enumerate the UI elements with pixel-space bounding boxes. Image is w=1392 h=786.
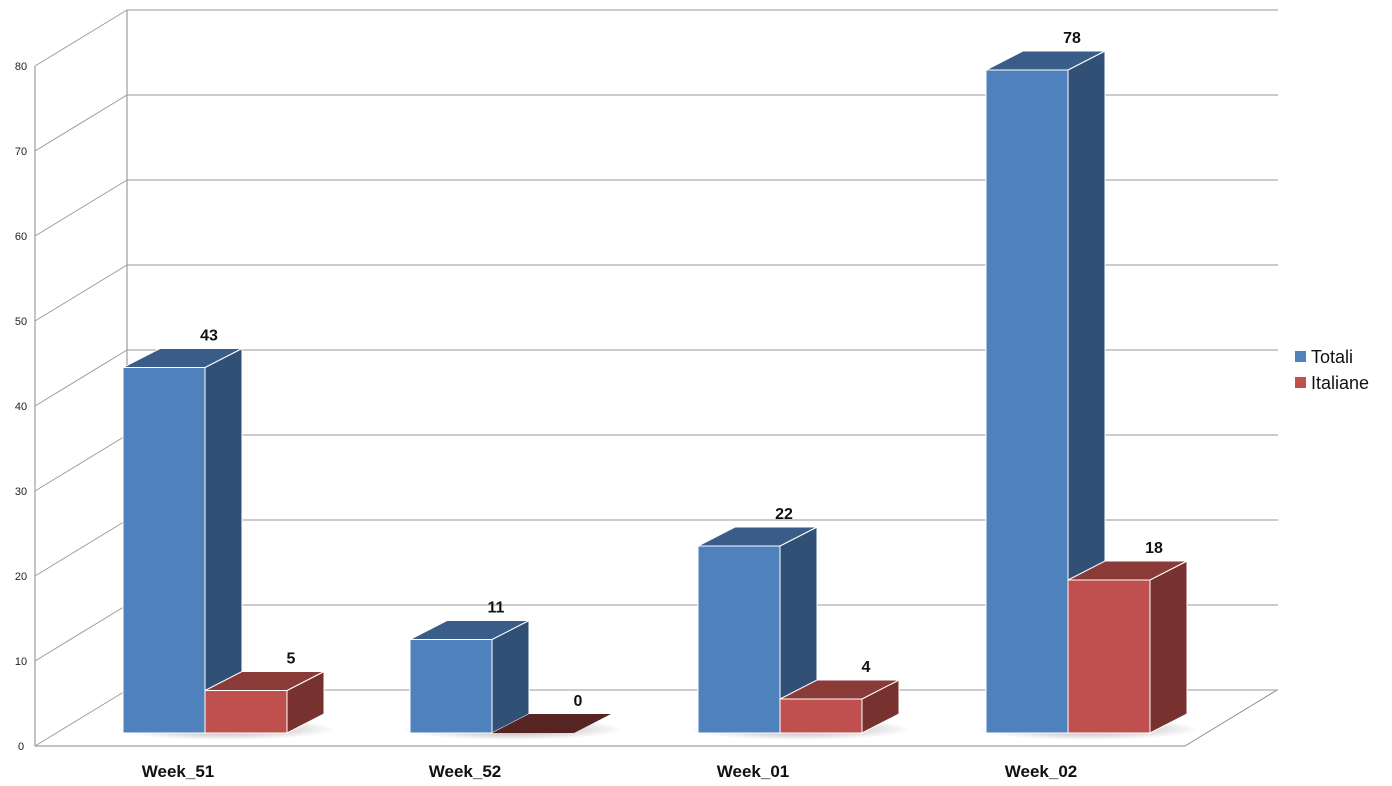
x-tick-label: Week_01 (717, 762, 789, 781)
x-tick-label: Week_52 (429, 762, 501, 781)
y-tick-label: 20 (15, 571, 27, 583)
legend: Totali Italiane (1295, 347, 1369, 393)
x-axis-labels: Week_51 Week_52 Week_01 Week_02 (142, 762, 1077, 781)
y-tick-label: 50 (15, 316, 27, 328)
floor-right-edge (1184, 689, 1278, 747)
x-tick-label: Week_02 (1005, 762, 1077, 781)
data-label: 5 (287, 651, 296, 668)
y-tick-label: 70 (15, 146, 27, 158)
gridline-80 (34, 9, 1278, 67)
y-tick-label: 60 (15, 231, 27, 243)
x-tick-label: Week_51 (142, 762, 214, 781)
data-label: 11 (488, 600, 505, 617)
legend-swatch (1295, 377, 1306, 388)
data-label: 0 (574, 693, 583, 710)
bar-totali-week_01 (697, 526, 818, 734)
bar-italiane-week_02 (1067, 560, 1188, 734)
legend-label: Italiane (1311, 373, 1369, 393)
y-tick-label: 10 (15, 656, 27, 668)
data-label: 43 (200, 328, 218, 345)
y-tick-label: 30 (15, 486, 27, 498)
data-label: 18 (1145, 540, 1163, 557)
legend-swatch (1295, 351, 1306, 362)
bars (114, 50, 1199, 740)
data-labels: 43 5 11 0 22 4 78 18 (200, 30, 1163, 710)
y-tick-label: 40 (15, 401, 27, 413)
data-label: 78 (1063, 30, 1081, 47)
y-axis-ticks: 0 10 20 30 40 50 60 70 80 (15, 61, 27, 753)
bar-italiane-week_52 (492, 714, 611, 733)
bar-totali-week_52 (409, 619, 530, 734)
legend-label: Totali (1311, 347, 1353, 367)
bar-italiane-week_51 (204, 670, 325, 734)
y-tick-label: 0 (18, 741, 24, 753)
bar-italiane-week_01 (779, 679, 900, 734)
data-label: 22 (775, 506, 793, 523)
data-label: 4 (862, 659, 871, 676)
legend-item-italiane: Italiane (1295, 373, 1369, 393)
bar-totali-week_02 (985, 50, 1106, 734)
legend-item-totali: Totali (1295, 347, 1353, 367)
bar-totali-week_51 (122, 347, 243, 734)
y-tick-label: 80 (15, 61, 27, 73)
